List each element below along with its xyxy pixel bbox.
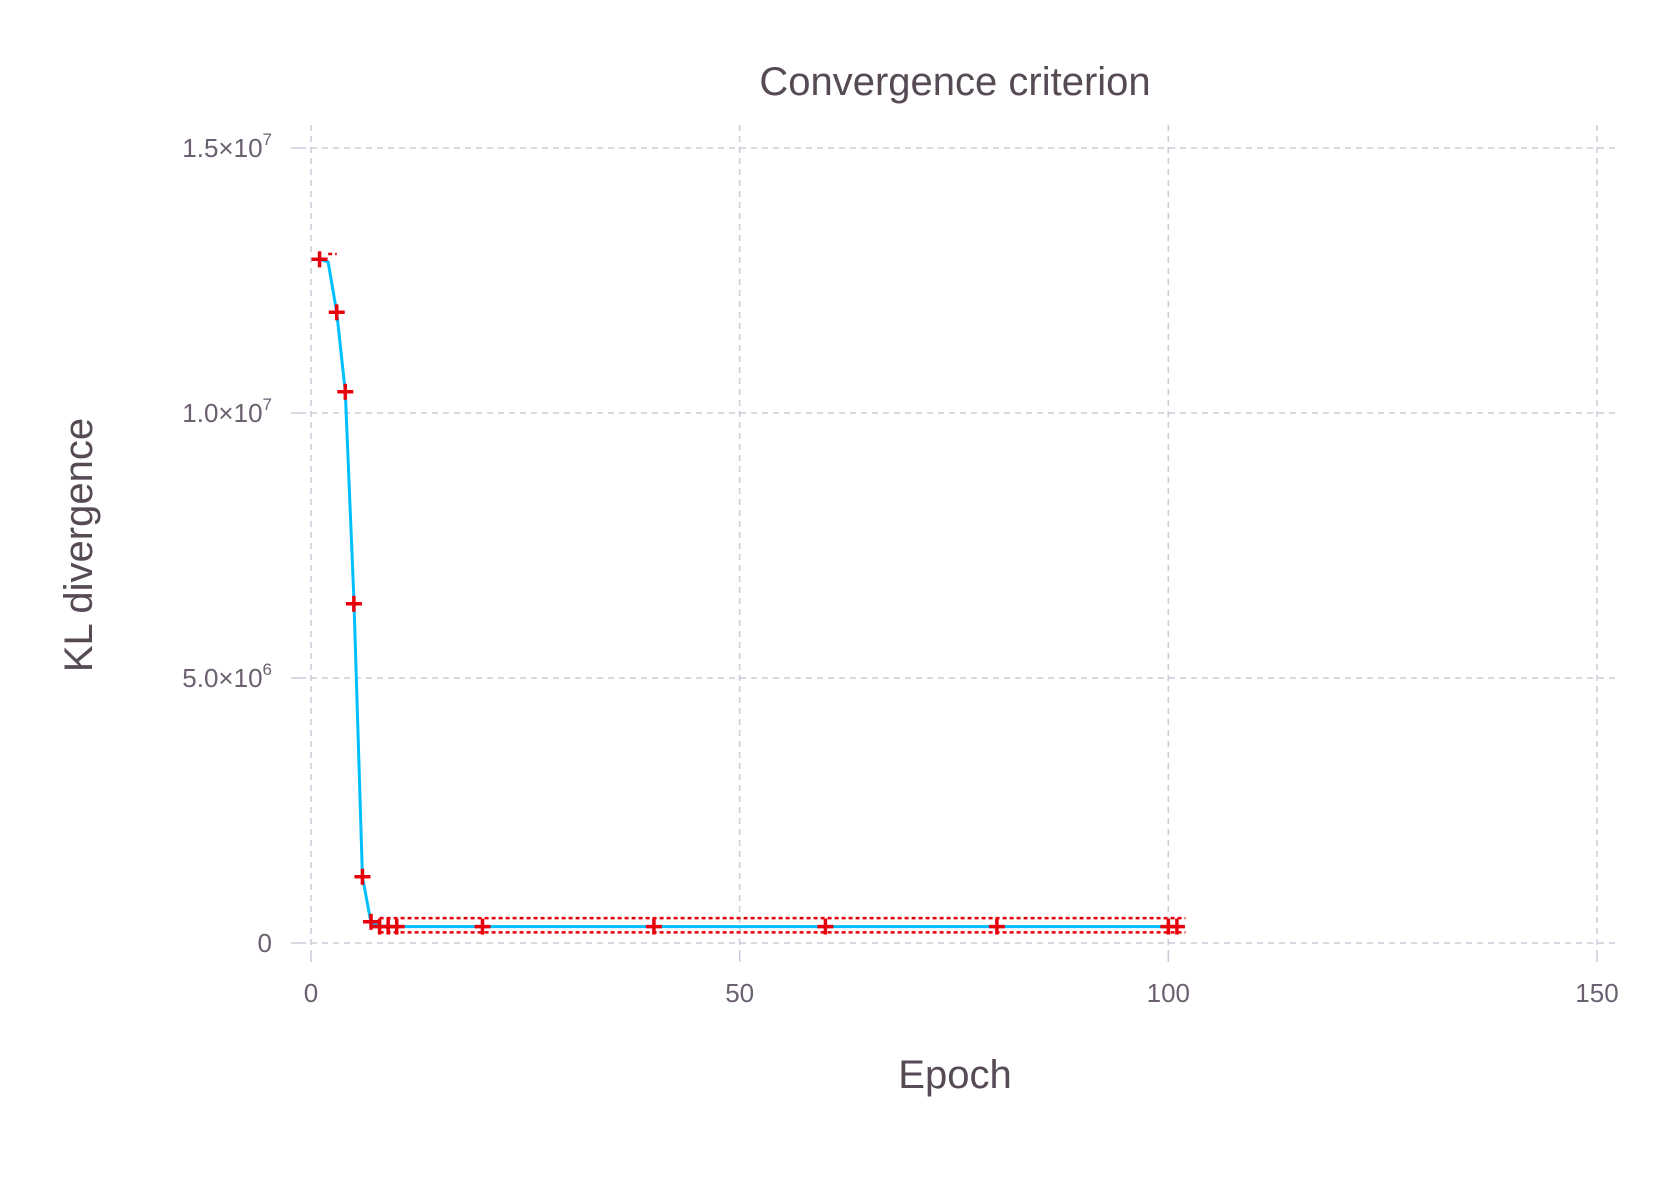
data-point-marker [817,918,834,935]
data-point-marker [311,251,328,268]
data-point-marker [388,918,405,935]
x-tick-label: 50 [725,978,754,1008]
x-tick-label: 150 [1575,978,1618,1008]
data-point-marker [988,918,1005,935]
data-point-marker [474,918,491,935]
y-tick-label: 1.5×107 [182,130,272,163]
data-point-marker [1168,918,1185,935]
data-point-marker [345,595,362,612]
data-point-marker [328,304,345,321]
grid [291,125,1618,962]
x-axis-label: Epoch [898,1053,1011,1097]
y-axis-ticks: 0 5.0×106 1.0×107 1.5×107 [182,130,272,958]
y-tick-label: 5.0×106 [182,660,272,693]
plot-area [311,251,1186,935]
data-point-marker [363,913,380,930]
data-point-marker [337,383,354,400]
data-point-marker [645,918,662,935]
kl-divergence-line [319,257,1177,929]
x-tick-label: 0 [304,978,318,1008]
y-tick-label: 0 [258,928,272,958]
x-tick-label: 100 [1147,978,1190,1008]
chart-title: Convergence criterion [759,60,1150,104]
data-point-marker [354,868,371,885]
y-axis-label: KL divergence [57,418,101,672]
x-axis-ticks: 0 50 100 150 [304,978,1619,1008]
y-tick-label: 1.0×107 [182,395,272,428]
